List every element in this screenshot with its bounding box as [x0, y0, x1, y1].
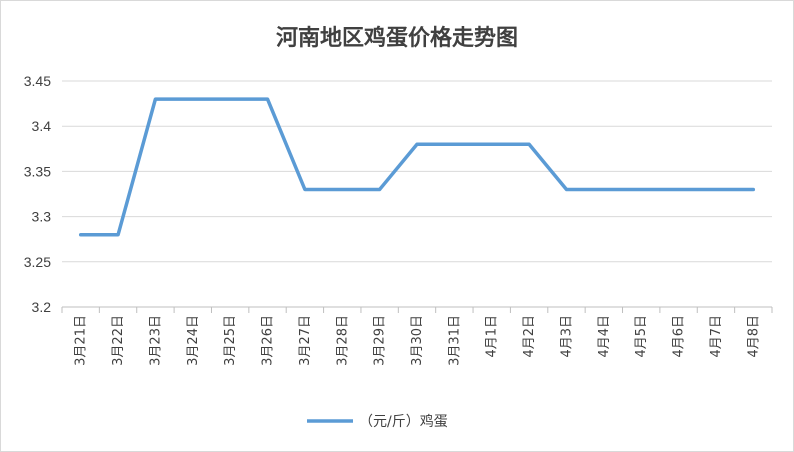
legend-label: （元/斤）鸡蛋	[359, 413, 448, 430]
y-axis: 3.2 3.25 3.3 3.35 3.4 3.45	[24, 73, 51, 315]
x-tick-label: 4月2日	[522, 315, 537, 358]
x-tick-label: 3月27日	[298, 315, 313, 366]
y-tick-label: 3.3	[32, 209, 52, 225]
x-tick-label: 4月7日	[709, 315, 724, 358]
y-tick-label: 3.25	[24, 254, 51, 270]
x-tick-label: 4月3日	[559, 315, 574, 358]
legend: （元/斤）鸡蛋	[307, 413, 448, 430]
x-tick-label: 4月1日	[485, 315, 500, 358]
x-tick-label: 4月6日	[672, 315, 687, 358]
x-tick-label: 3月22日	[111, 315, 126, 366]
y-tick-label: 3.4	[32, 118, 52, 134]
x-tick-label: 3月28日	[335, 315, 350, 366]
x-tick-label: 3月24日	[186, 315, 201, 366]
y-tick-label: 3.35	[24, 163, 51, 179]
chart-title: 河南地区鸡蛋价格走势图	[276, 25, 518, 51]
x-tick-label: 4月5日	[634, 315, 649, 358]
x-tick-label: 3月21日	[74, 315, 89, 366]
gridlines	[62, 80, 772, 263]
x-tick-label: 3月25日	[223, 315, 238, 366]
x-tick-label: 3月31日	[447, 315, 462, 366]
series-line	[78, 97, 756, 237]
x-tick-label: 3月30日	[410, 315, 425, 366]
x-tick-label: 4月8日	[746, 315, 761, 358]
y-tick-label: 3.2	[32, 299, 52, 315]
series-layer	[78, 97, 756, 237]
x-tick-label: 4月4日	[597, 315, 612, 358]
x-axis: 3月21日 3月22日 3月23日 3月24日 3月25日 3月26日 3月27日 3月28日…	[61, 306, 773, 366]
y-tick-label: 3.45	[24, 73, 51, 89]
x-tick-label: 3月26日	[261, 315, 276, 366]
x-tick-label: 3月29日	[373, 315, 388, 366]
x-tick-label: 3月23日	[148, 315, 163, 366]
